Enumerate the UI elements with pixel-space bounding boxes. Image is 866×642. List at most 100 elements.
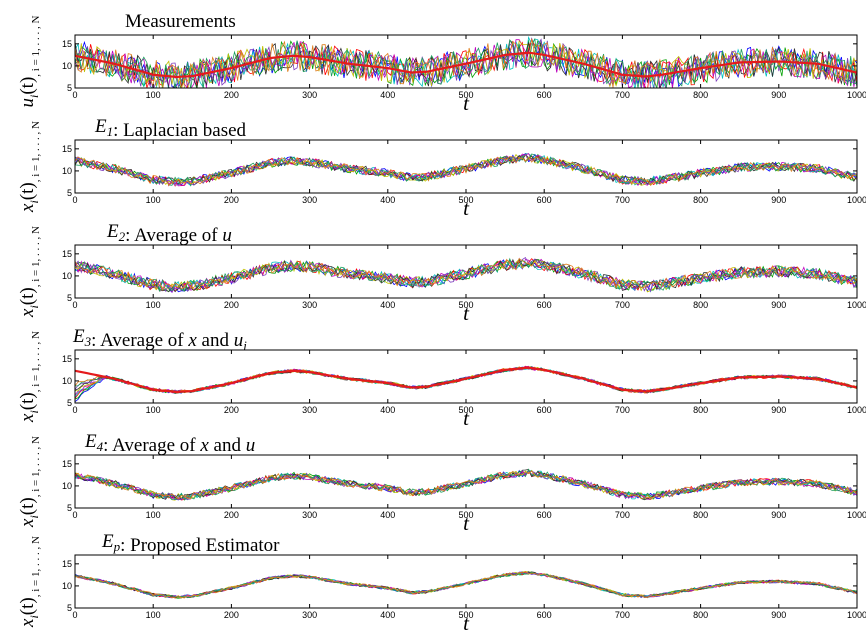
x-tick-label: 800 — [693, 405, 708, 415]
series-line — [75, 258, 857, 293]
x-tick-label: 900 — [771, 610, 786, 620]
panel-0: 0 100 200 300 400 500 600 700 800 900 1000 5 10 15 Mea… — [17, 11, 866, 115]
series-line — [75, 155, 857, 187]
x-tick-label: 400 — [380, 405, 395, 415]
x-tick-label: 400 — [380, 195, 395, 205]
series-group — [75, 571, 857, 599]
y-axis-label: ui(t), i = 1, . . . , N — [17, 15, 42, 107]
panel-title: E4: Average of x and u — [84, 431, 255, 456]
x-tick-label: 0 — [72, 405, 77, 415]
x-tick-label: 600 — [537, 610, 552, 620]
series-line — [75, 572, 857, 599]
y-tick-label: 10 — [62, 271, 72, 281]
x-tick-label: 800 — [693, 610, 708, 620]
y-tick-label: 10 — [62, 166, 72, 176]
x-tick-label: 700 — [615, 610, 630, 620]
x-tick-label: 900 — [771, 300, 786, 310]
x-tick-label: 800 — [693, 90, 708, 100]
series-line — [75, 571, 857, 599]
x-tick-label: 1000 — [847, 90, 866, 100]
x-tick-label: 100 — [146, 510, 161, 520]
x-tick-label: 200 — [224, 405, 239, 415]
y-tick-label: 10 — [62, 61, 72, 71]
x-tick-label: 500 — [458, 90, 473, 100]
series-line — [75, 571, 857, 598]
x-tick-label: 300 — [302, 510, 317, 520]
series-group — [75, 152, 857, 187]
panel-2: 0 100 200 300 400 500 600 700 800 900 1000 5 10 15 E2:… — [17, 221, 866, 325]
x-tick-label: 300 — [302, 405, 317, 415]
series-line — [75, 572, 857, 599]
series-line — [75, 468, 857, 501]
x-tick-label: 600 — [537, 90, 552, 100]
y-axis-label: xi(t), i = 1, . . . , N — [17, 436, 42, 528]
y-tick-label: 15 — [62, 39, 72, 49]
x-tick-label: 100 — [146, 610, 161, 620]
series-line — [75, 258, 857, 293]
x-axis-label: t — [463, 301, 470, 325]
x-tick-label: 1000 — [847, 405, 866, 415]
y-axis-label: xi(t), i = 1, . . . , N — [17, 536, 42, 628]
series-group — [75, 35, 857, 88]
y-axis-label: xi(t), i = 1, . . . , N — [17, 226, 42, 318]
series-line — [75, 571, 857, 599]
series-group — [75, 365, 857, 403]
x-tick-label: 700 — [615, 300, 630, 310]
x-tick-label: 900 — [771, 405, 786, 415]
x-tick-label: 800 — [693, 195, 708, 205]
x-tick-label: 1000 — [847, 300, 866, 310]
panel-1: 0 100 200 300 400 500 600 700 800 900 1000 5 10 15 E1:… — [17, 116, 866, 220]
series-group — [75, 257, 857, 293]
y-tick-label: 15 — [62, 354, 72, 364]
x-tick-label: 100 — [146, 300, 161, 310]
series-line — [75, 571, 857, 599]
y-tick-label: 10 — [62, 581, 72, 591]
series-line — [75, 257, 857, 292]
series-line — [75, 38, 857, 88]
x-tick-label: 400 — [380, 90, 395, 100]
panel-4: 0 100 200 300 400 500 600 700 800 900 1000 5 10 15 E4:… — [17, 431, 866, 535]
y-tick-label: 5 — [67, 83, 72, 93]
series-line — [75, 366, 857, 400]
series-line — [75, 571, 857, 599]
panel-title: Ep: Proposed Estimator — [101, 531, 280, 556]
x-axis-label: t — [463, 91, 470, 115]
panel-title: Measurements — [125, 11, 236, 32]
y-tick-label: 5 — [67, 603, 72, 613]
x-tick-label: 100 — [146, 90, 161, 100]
series-line — [75, 365, 857, 399]
y-tick-label: 5 — [67, 503, 72, 513]
x-tick-label: 300 — [302, 610, 317, 620]
panel-5: 0 100 200 300 400 500 600 700 800 900 1000 5 10 15 Ep:… — [17, 531, 866, 635]
x-tick-label: 500 — [458, 405, 473, 415]
x-tick-label: 900 — [771, 195, 786, 205]
y-tick-label: 15 — [62, 459, 72, 469]
x-tick-label: 700 — [615, 510, 630, 520]
y-tick-label: 15 — [62, 249, 72, 259]
panel-title: E1: Laplacian based — [94, 116, 247, 141]
x-tick-label: 800 — [693, 510, 708, 520]
x-tick-label: 100 — [146, 405, 161, 415]
x-tick-label: 700 — [615, 195, 630, 205]
x-tick-label: 300 — [302, 90, 317, 100]
x-tick-label: 1000 — [847, 195, 866, 205]
series-line — [75, 571, 857, 599]
x-tick-label: 500 — [458, 610, 473, 620]
x-axis-label: t — [463, 406, 470, 430]
x-tick-label: 600 — [537, 405, 552, 415]
x-axis-label: t — [463, 196, 470, 220]
x-tick-label: 100 — [146, 195, 161, 205]
x-tick-label: 0 — [72, 90, 77, 100]
series-line — [75, 257, 857, 293]
series-line — [75, 571, 857, 599]
x-tick-label: 400 — [380, 510, 395, 520]
x-tick-label: 200 — [224, 195, 239, 205]
panel-3: 0 100 200 300 400 500 600 700 800 900 1000 5 10 15E3:… — [17, 326, 866, 430]
x-tick-label: 300 — [302, 195, 317, 205]
x-tick-label: 500 — [458, 510, 473, 520]
x-tick-label: 0 — [72, 610, 77, 620]
x-tick-label: 700 — [615, 90, 630, 100]
y-tick-label: 10 — [62, 481, 72, 491]
x-tick-label: 900 — [771, 510, 786, 520]
